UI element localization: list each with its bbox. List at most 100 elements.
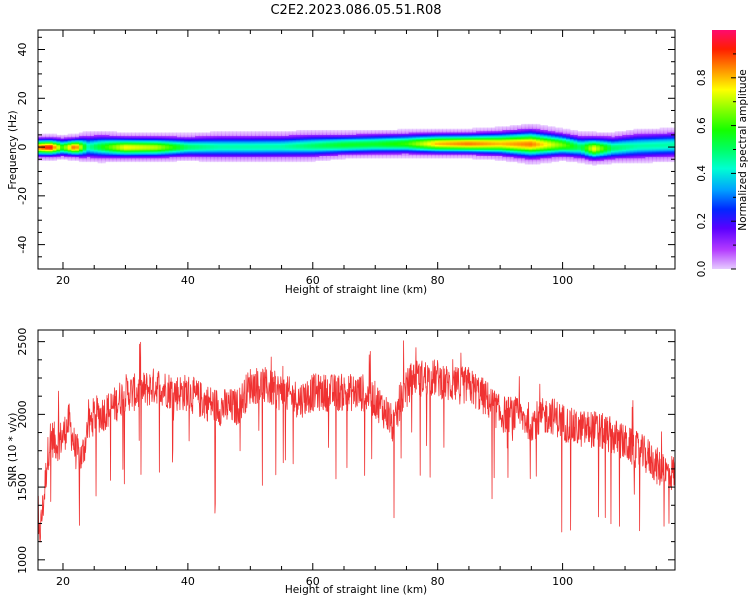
heatmap-cell bbox=[97, 132, 102, 135]
heatmap-cell bbox=[112, 150, 117, 153]
heatmap-cell bbox=[536, 154, 541, 156]
heatmap-cell bbox=[382, 147, 387, 149]
heatmap-cell bbox=[120, 151, 125, 154]
heatmap-cell bbox=[108, 145, 114, 148]
heatmap-cell bbox=[603, 159, 608, 161]
heatmap-cell bbox=[611, 151, 616, 154]
heatmap-cell bbox=[225, 134, 230, 137]
heatmap-cell bbox=[326, 151, 331, 154]
heatmap-cell bbox=[528, 123, 533, 126]
heatmap-cell bbox=[97, 134, 102, 137]
heatmap-cell bbox=[382, 132, 387, 135]
heatmap-cell bbox=[127, 160, 132, 163]
heatmap-cell bbox=[644, 161, 650, 164]
heatmap-cell bbox=[483, 132, 488, 135]
heatmap-cell bbox=[243, 148, 249, 150]
heatmap-cell bbox=[120, 155, 125, 158]
heatmap-cell bbox=[243, 144, 249, 147]
heatmap-cell bbox=[603, 144, 608, 147]
heatmap-cell bbox=[506, 134, 511, 137]
heatmap-cell bbox=[356, 144, 361, 147]
heatmap-cell bbox=[299, 129, 305, 132]
heatmap-cell bbox=[532, 155, 537, 158]
heatmap-cell bbox=[558, 140, 563, 143]
heatmap-cell bbox=[217, 142, 222, 144]
heatmap-cell bbox=[566, 129, 571, 132]
heatmap-cell bbox=[558, 143, 563, 146]
heatmap-cell bbox=[543, 161, 548, 164]
heatmap-cell bbox=[655, 144, 661, 147]
heatmap-cell bbox=[558, 147, 563, 149]
heatmap-cell bbox=[637, 150, 642, 153]
heatmap-cell bbox=[228, 147, 234, 149]
heatmap-cell bbox=[202, 140, 207, 143]
heatmap-cell bbox=[386, 151, 391, 154]
heatmap-cell bbox=[625, 160, 631, 163]
heatmap-cell bbox=[228, 143, 234, 146]
heatmap-cell bbox=[506, 148, 511, 150]
heatmap-cell bbox=[105, 149, 110, 152]
heatmap-cell bbox=[539, 142, 545, 144]
heatmap-cell bbox=[75, 158, 80, 160]
heatmap-cell bbox=[225, 140, 230, 143]
heatmap-cell bbox=[243, 139, 249, 142]
heatmap-cell bbox=[521, 139, 526, 142]
heatmap-cell bbox=[86, 134, 91, 137]
heatmap-cell bbox=[135, 136, 140, 138]
heatmap-cell bbox=[228, 132, 234, 135]
heatmap-cell bbox=[281, 153, 286, 155]
heatmap-cell bbox=[296, 154, 301, 156]
heatmap-cell bbox=[423, 143, 428, 146]
heatmap-cell bbox=[584, 137, 590, 139]
heatmap-cell bbox=[434, 154, 440, 156]
heatmap-cell bbox=[232, 133, 237, 136]
heatmap-cell bbox=[524, 161, 530, 164]
heatmap-cell bbox=[558, 158, 563, 160]
heatmap-cell bbox=[183, 154, 189, 156]
heatmap-cell bbox=[180, 154, 185, 156]
heatmap-cell bbox=[266, 145, 271, 148]
heatmap-cell bbox=[135, 138, 140, 141]
heatmap-cell bbox=[464, 132, 470, 135]
heatmap-cell bbox=[446, 140, 451, 143]
heatmap-cell bbox=[329, 134, 335, 137]
heatmap-cell bbox=[135, 159, 140, 161]
heatmap-cell bbox=[449, 149, 455, 152]
heatmap-cell bbox=[637, 158, 642, 160]
heatmap-cell bbox=[453, 155, 458, 158]
heatmap-cell bbox=[288, 139, 294, 142]
heatmap-cell bbox=[299, 158, 305, 160]
heatmap-cell bbox=[138, 132, 144, 135]
heatmap-cell bbox=[150, 149, 155, 152]
heatmap-cell bbox=[307, 132, 312, 135]
heatmap-cell bbox=[191, 156, 196, 159]
heatmap-cell bbox=[588, 148, 593, 150]
heatmap-cell bbox=[105, 158, 110, 160]
heatmap-cell bbox=[663, 136, 668, 138]
heatmap-cell bbox=[359, 147, 365, 149]
heatmap-cell bbox=[487, 127, 492, 130]
heatmap-cell bbox=[142, 142, 147, 144]
heatmap-cell bbox=[670, 148, 675, 150]
heatmap-cell bbox=[644, 134, 650, 137]
heatmap-cell bbox=[359, 153, 365, 155]
heatmap-cell bbox=[60, 158, 65, 160]
heatmap-cell bbox=[581, 158, 586, 160]
heatmap-cell bbox=[270, 144, 275, 147]
heatmap-cell bbox=[434, 134, 440, 137]
heatmap-cell bbox=[581, 140, 586, 143]
heatmap-cell bbox=[266, 137, 271, 139]
heatmap-cell bbox=[498, 134, 503, 137]
heatmap-cell bbox=[292, 136, 297, 138]
heatmap-cell bbox=[333, 147, 339, 149]
heatmap-cell bbox=[427, 145, 432, 148]
heatmap-cell bbox=[247, 156, 252, 159]
heatmap-cell bbox=[640, 131, 646, 133]
heatmap-cell bbox=[577, 144, 582, 147]
heatmap-cell bbox=[543, 155, 548, 158]
heatmap-cell bbox=[502, 134, 507, 137]
heatmap-cell bbox=[596, 151, 601, 154]
heatmap-cell bbox=[551, 156, 556, 159]
heatmap-cell bbox=[487, 142, 492, 144]
snr-y-tick-label: 1500 bbox=[16, 473, 29, 501]
